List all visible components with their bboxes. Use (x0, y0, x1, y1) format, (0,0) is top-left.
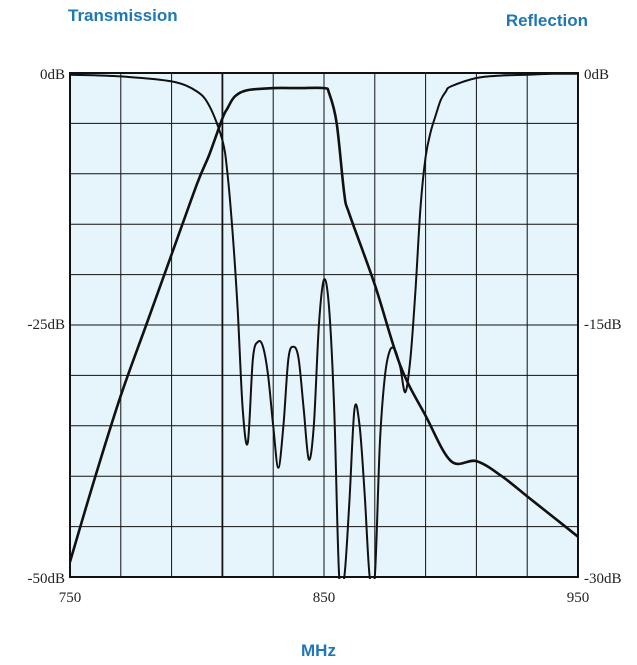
x-tick: 950 (567, 590, 590, 606)
left-axis-title: Transmission (68, 6, 178, 25)
y-tick-right: -15dB (584, 317, 622, 333)
x-tick: 750 (59, 590, 82, 606)
reflection-line (70, 72, 578, 579)
x-tick: 850 (313, 590, 336, 606)
right-axis-title: Reflection (505, 11, 588, 30)
y-tick-left: -25dB (28, 317, 66, 333)
y-tick-right: 0dB (584, 67, 609, 83)
grid-lines (70, 73, 578, 577)
y-tick-left: -50dB (28, 571, 66, 587)
series-lines (70, 72, 578, 579)
transmission-line (70, 86, 578, 564)
plot-frame (69, 72, 579, 578)
tick-labels: 0dB -25dB -50dB 0dB -15dB -30dB 750 850 950 (28, 67, 622, 606)
y-tick-right: -30dB (584, 571, 622, 587)
y-tick-left: 0dB (40, 67, 65, 83)
x-axis-label: MHz (301, 641, 336, 660)
